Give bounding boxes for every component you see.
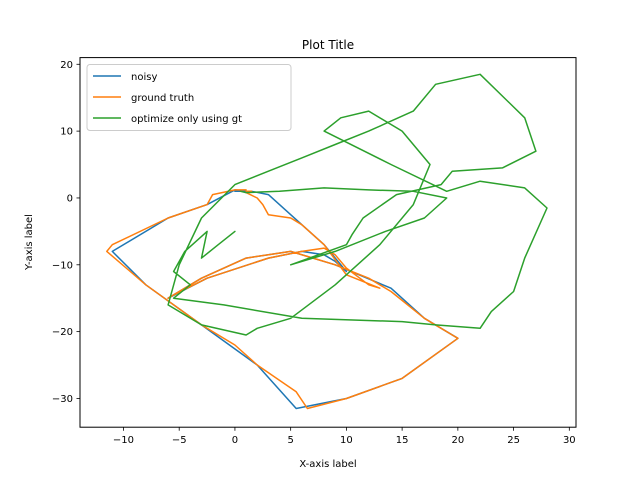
x-tick-label: 20: [451, 435, 464, 446]
plot-area: [106, 73, 548, 410]
y-tick-label: −30: [52, 394, 73, 405]
x-tick-label: −5: [172, 435, 187, 446]
x-tick-label: 10: [340, 435, 353, 446]
legend-label: optimize only using gt: [131, 114, 242, 125]
chart-title: Plot Title: [302, 38, 354, 52]
x-axis-label: X-axis label: [299, 459, 356, 470]
x-tick-label: 0: [232, 435, 238, 446]
y-axis-ticks: −30 −20 −10 0 10 20: [52, 60, 80, 405]
legend-label: noisy: [131, 72, 157, 83]
legend-box: [86, 64, 292, 131]
plot-frame: [79, 57, 577, 428]
series-line-2: [106, 189, 459, 410]
y-tick-label: 10: [60, 127, 73, 138]
y-axis-label: Y-axis label: [24, 214, 35, 271]
y-tick-label: −10: [52, 260, 73, 271]
x-tick-label: −10: [113, 435, 134, 446]
x-tick-label: 25: [507, 435, 520, 446]
y-tick-label: 20: [60, 60, 73, 71]
x-tick-label: 5: [287, 435, 293, 446]
x-tick-label: 30: [563, 435, 576, 446]
y-tick-label: 0: [67, 193, 73, 204]
y-tick-label: −20: [52, 327, 73, 338]
series-line-3: [167, 73, 548, 336]
legend: noisy ground truth optimize only using gt: [86, 64, 292, 131]
x-axis-ticks: −10 −5 0 5 10 15 20 25 30: [113, 427, 576, 446]
legend-label: ground truth: [131, 93, 194, 104]
x-tick-label: 15: [396, 435, 409, 446]
